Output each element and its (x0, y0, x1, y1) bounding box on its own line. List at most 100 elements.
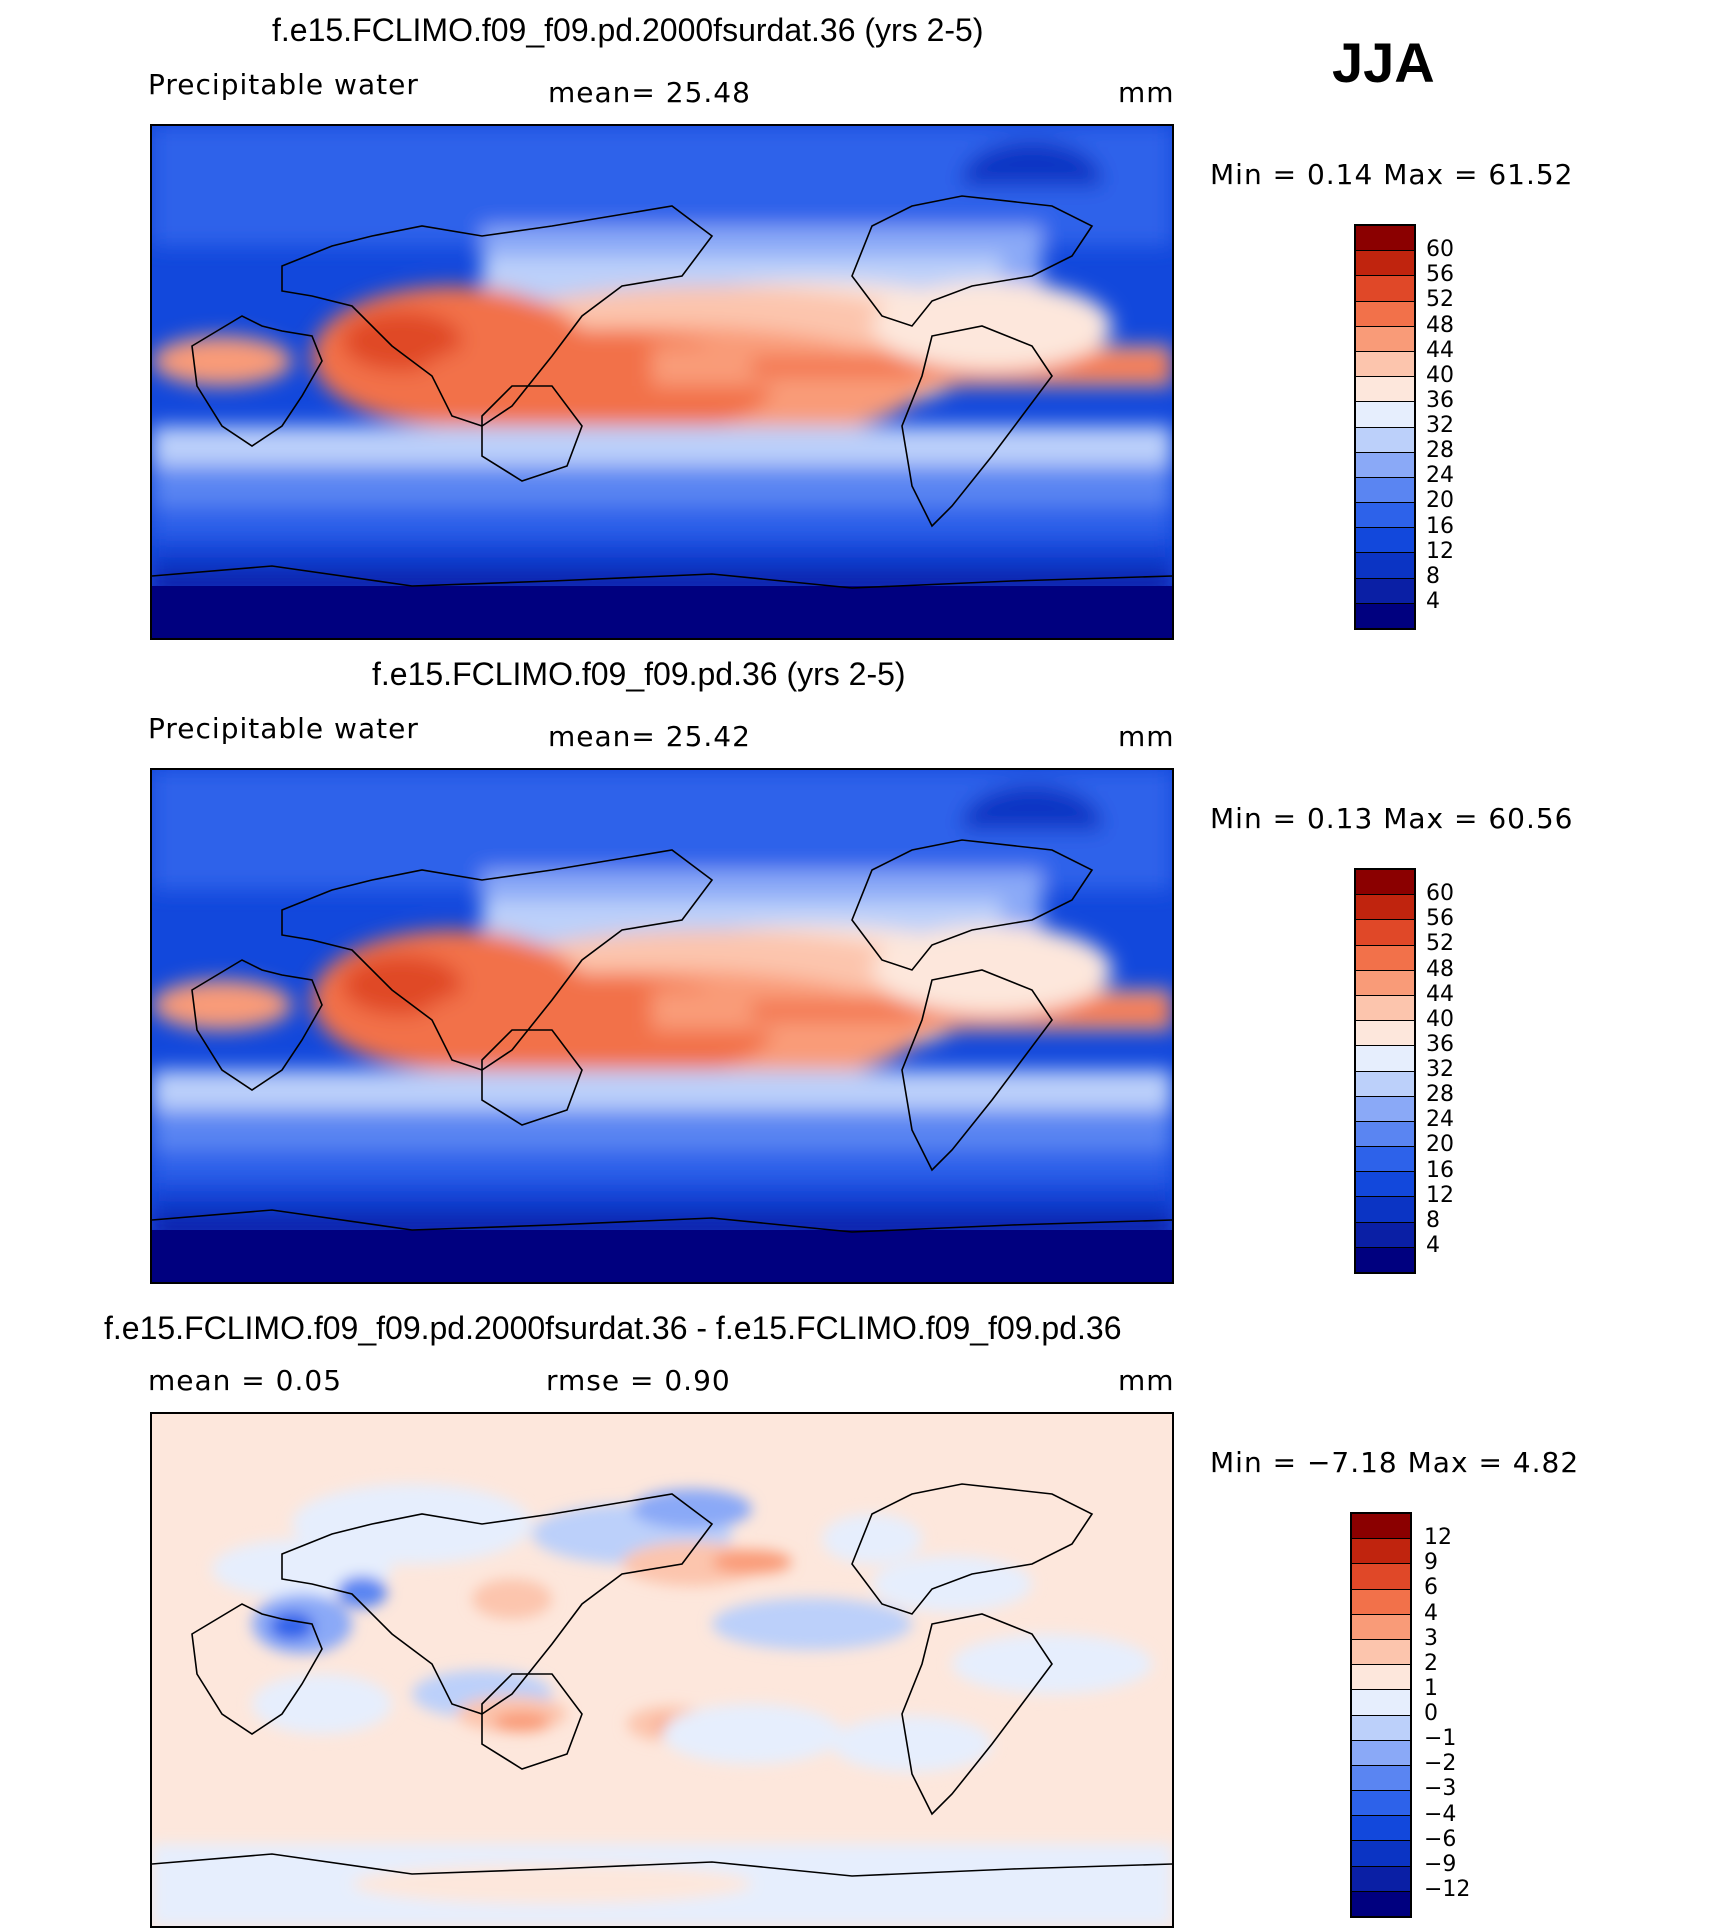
panel-1-colorbar-swatch (1356, 401, 1414, 427)
colorbar-tick: 56 (1426, 262, 1454, 287)
colorbar-tick: 40 (1426, 1007, 1454, 1032)
panel-3-colorbar-swatch (1352, 1840, 1410, 1866)
panel-2-colorbar-swatch (1356, 1095, 1414, 1121)
panel-1-title: f.e15.FCLIMO.f09_f09.pd.2000fsurdat.36 (… (272, 12, 984, 48)
panel-2-colorbar-swatch (1356, 1120, 1414, 1147)
colorbar-tick: 2 (1424, 1651, 1438, 1676)
panel-3-colorbar-swatch (1352, 1865, 1410, 1891)
panel-3-colorbar-swatch (1352, 1815, 1410, 1841)
panel-1-colorbar-swatch (1356, 502, 1414, 528)
panel-1-colorbar-swatch (1356, 476, 1414, 503)
colorbar-tick: 48 (1426, 957, 1454, 982)
panel-2-colorbar-swatch (1356, 1146, 1414, 1172)
colorbar-tick: 60 (1426, 237, 1454, 262)
colorbar-tick: 3 (1424, 1626, 1438, 1651)
panel-1-colorbar-swatch (1356, 527, 1414, 553)
colorbar-tick: 28 (1426, 1082, 1454, 1107)
colorbar-tick: 16 (1426, 1158, 1454, 1183)
panel-2-colorbar-ticks: 60 56 52 48 44 40 36 32 28 24 20 16 12 8… (1426, 868, 1506, 1270)
colorbar-tick: 9 (1424, 1550, 1438, 1575)
panel-1-colorbar-swatch (1356, 226, 1414, 251)
panel-3-mean-label: mean = 0.05 (148, 1364, 343, 1397)
panel-3-map (150, 1412, 1174, 1928)
panel-2-coastlines (152, 839, 1172, 1233)
panel-1-colorbar-swatch (1356, 376, 1414, 402)
panel-1-colorbar-swatch (1356, 300, 1414, 326)
colorbar-tick: 12 (1426, 1183, 1454, 1208)
panel-2-colorbar-swatch (1356, 1020, 1414, 1046)
colorbar-tick: 32 (1426, 413, 1454, 438)
colorbar-tick: 8 (1426, 564, 1440, 589)
colorbar-tick: 60 (1426, 881, 1454, 906)
panel-2-colorbar-swatch (1356, 1070, 1414, 1096)
colorbar-tick: 4 (1426, 589, 1440, 614)
colorbar-tick: 16 (1426, 514, 1454, 539)
panel-1-colorbar-swatch (1356, 602, 1414, 628)
panel-2-colorbar-swatch (1356, 994, 1414, 1021)
colorbar-tick: 24 (1426, 1107, 1454, 1132)
panel-2-colorbar-swatch (1356, 1196, 1414, 1222)
panel-2-map (150, 768, 1174, 1284)
panel-2-title: f.e15.FCLIMO.f09_f09.pd.36 (yrs 2-5) (372, 656, 906, 692)
panel-3-colorbar-swatch (1352, 1739, 1410, 1765)
panel-1-colorbar-swatch (1356, 350, 1414, 377)
panel-1-colorbar-swatch (1356, 250, 1414, 276)
panel-1-minmax-label: Min = 0.14 Max = 61.52 (1210, 158, 1574, 191)
panel-2-colorbar (1354, 868, 1416, 1274)
panel-3-colorbar-swatch (1352, 1689, 1410, 1715)
colorbar-tick: 44 (1426, 982, 1454, 1007)
colorbar-tick: 56 (1426, 906, 1454, 931)
panel-3-colorbar-swatch (1352, 1638, 1410, 1665)
panel-3-units-label: mm (1118, 1364, 1175, 1397)
panel-3-colorbar (1350, 1512, 1412, 1918)
panel-3-colorbar-swatch (1352, 1764, 1410, 1791)
panel-1-field (152, 126, 1172, 638)
colorbar-tick: 52 (1426, 931, 1454, 956)
panel-3-title: f.e15.FCLIMO.f09_f09.pd.2000fsurdat.36 -… (104, 1310, 1122, 1346)
panel-1-coastlines (152, 195, 1172, 589)
panel-2-mean-label: mean= 25.42 (548, 720, 751, 753)
colorbar-tick: 12 (1426, 539, 1454, 564)
panel-3-field (152, 1414, 1172, 1926)
colorbar-tick: 0 (1424, 1701, 1438, 1726)
colorbar-tick: 24 (1426, 463, 1454, 488)
panel-2-colorbar-swatch (1356, 969, 1414, 995)
panel-3-colorbar-swatch (1352, 1664, 1410, 1690)
colorbar-tick: 12 (1424, 1525, 1452, 1550)
colorbar-tick: −6 (1424, 1827, 1457, 1852)
panel-1-colorbar-swatch (1356, 552, 1414, 578)
panel-2-field (152, 770, 1172, 1282)
season-label: JJA (1332, 31, 1435, 94)
panel-3-colorbar-swatch (1352, 1563, 1410, 1589)
panel-2-colorbar-swatch (1356, 894, 1414, 920)
panel-3-coastlines (152, 1483, 1172, 1877)
panel-1-colorbar-swatch (1356, 325, 1414, 351)
panel-3-colorbar-swatch (1352, 1890, 1410, 1916)
panel-1-colorbar-swatch (1356, 451, 1414, 477)
colorbar-tick: 1 (1424, 1676, 1438, 1701)
panel-1-variable-label: Precipitable water (148, 68, 419, 101)
colorbar-tick: −12 (1424, 1877, 1471, 1902)
colorbar-tick: 48 (1426, 313, 1454, 338)
colorbar-tick: 4 (1424, 1601, 1438, 1626)
panel-2-colorbar-swatch (1356, 1246, 1414, 1272)
panel-1-map (150, 124, 1174, 640)
panel-3-minmax-label: Min = −7.18 Max = 4.82 (1210, 1446, 1580, 1479)
colorbar-tick: 44 (1426, 338, 1454, 363)
colorbar-tick: 4 (1426, 1233, 1440, 1258)
colorbar-tick: 36 (1426, 1032, 1454, 1057)
panel-3-colorbar-ticks: 12 9 6 4 3 2 1 0 −1 −2 −3 −4 −6 −9 −12 (1424, 1512, 1514, 1914)
colorbar-tick: −9 (1424, 1852, 1457, 1877)
panel-1-colorbar-swatch (1356, 426, 1414, 452)
panel-3-colorbar-swatch (1352, 1714, 1410, 1740)
panel-1-colorbar-swatch (1356, 275, 1414, 301)
panel-2-variable-label: Precipitable water (148, 712, 419, 745)
panel-3-rmse-label: rmse = 0.90 (546, 1364, 731, 1397)
panel-1-mean-label: mean= 25.48 (548, 76, 751, 109)
colorbar-tick: 32 (1426, 1057, 1454, 1082)
panel-2-minmax-label: Min = 0.13 Max = 60.56 (1210, 802, 1574, 835)
panel-3-colorbar-swatch (1352, 1790, 1410, 1816)
colorbar-tick: 28 (1426, 438, 1454, 463)
colorbar-tick: 20 (1426, 488, 1454, 513)
panel-1-units-label: mm (1118, 76, 1175, 109)
